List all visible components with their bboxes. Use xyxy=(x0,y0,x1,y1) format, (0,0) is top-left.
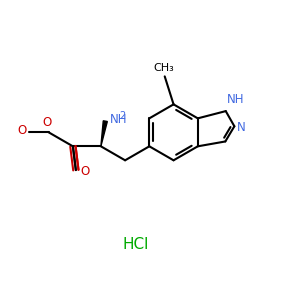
Text: O: O xyxy=(81,165,90,178)
Text: HCl: HCl xyxy=(122,237,148,252)
Text: O: O xyxy=(17,124,27,137)
Text: O: O xyxy=(43,116,52,129)
Polygon shape xyxy=(101,121,107,146)
Text: N: N xyxy=(237,121,246,134)
Text: NH: NH xyxy=(227,93,245,106)
Text: 2: 2 xyxy=(119,111,125,121)
Text: NH: NH xyxy=(110,112,127,126)
Text: CH₃: CH₃ xyxy=(153,63,174,74)
